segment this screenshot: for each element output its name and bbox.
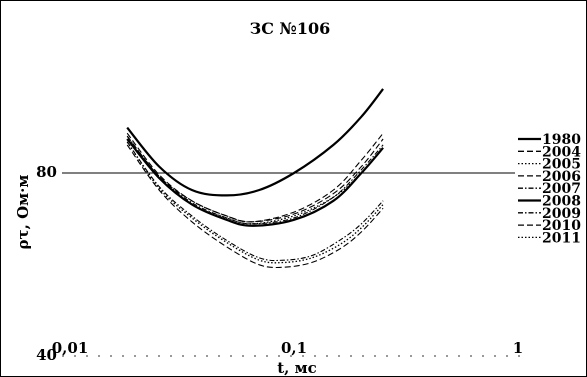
series-line-2007: [126, 135, 384, 225]
legend-label-2009: 2009: [542, 206, 581, 222]
series-line-2010: [126, 144, 384, 269]
series-line-2006: [126, 132, 384, 223]
series-line-2009: [126, 141, 384, 262]
y-axis-label: ρτ, Ом·м: [14, 175, 32, 250]
series-line-2005: [126, 138, 384, 225]
legend-label-2007: 2007: [542, 181, 581, 197]
legend-label-2005: 2005: [542, 157, 581, 173]
x-tick-label: 0,1: [281, 339, 307, 357]
y-tick-label: 40: [36, 346, 57, 364]
legend-label-2008: 2008: [542, 194, 581, 210]
series-layer: [126, 88, 384, 269]
legend-label-2010: 2010: [542, 218, 581, 234]
y-tick-label: 80: [36, 163, 57, 181]
legend-label-2011: 2011: [542, 230, 581, 246]
series-line-1980: [126, 88, 384, 197]
plot-area: 40 80 0,01 0,1 1: [36, 163, 523, 364]
legend-label-1980: 1980: [542, 132, 581, 148]
series-line-2011: [126, 141, 384, 264]
x-axis-label: t, мс: [277, 359, 317, 377]
legend-label-2006: 2006: [542, 169, 581, 185]
x-tick-label: 0,01: [52, 339, 89, 357]
legend-label-2004: 2004: [542, 144, 581, 160]
x-tick-label: 1: [513, 339, 523, 357]
chart-title: ЗС №106: [250, 19, 331, 38]
series-line-2008: [126, 138, 384, 227]
